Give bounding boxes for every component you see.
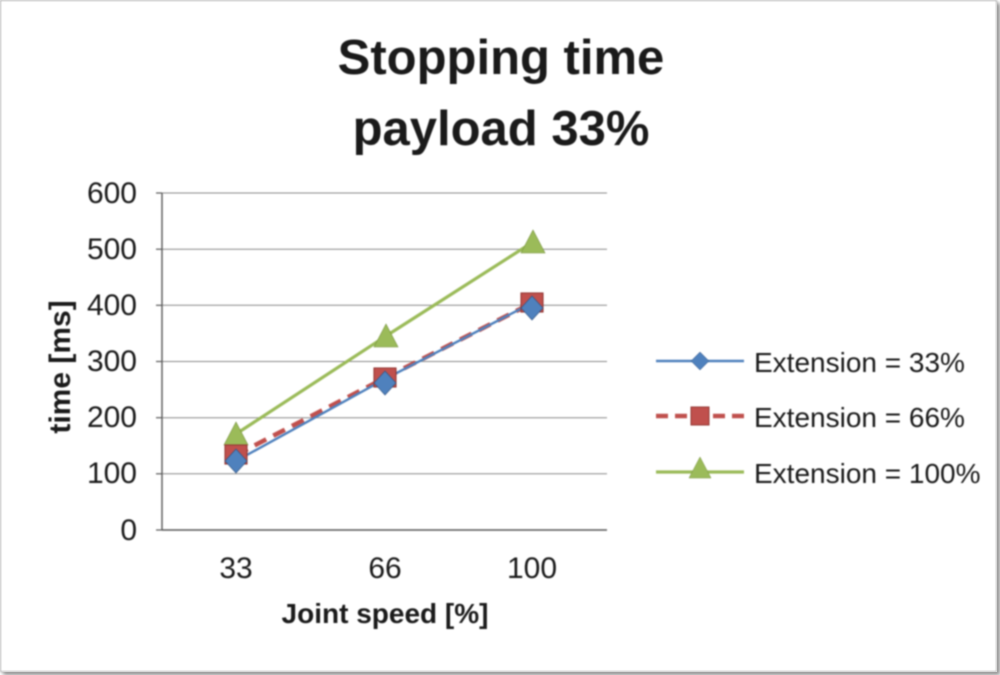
svg-text:200: 200: [87, 401, 137, 434]
svg-text:time [ms]: time [ms]: [44, 300, 77, 433]
svg-text:Joint speed [%]: Joint speed [%]: [282, 598, 489, 629]
svg-text:300: 300: [87, 345, 137, 378]
svg-text:100: 100: [87, 457, 137, 490]
svg-text:Extension = 100%: Extension = 100%: [754, 458, 981, 489]
svg-text:Extension = 66%: Extension = 66%: [754, 402, 965, 433]
svg-text:400: 400: [87, 289, 137, 322]
svg-text:66: 66: [368, 552, 401, 585]
svg-text:0: 0: [120, 514, 137, 547]
svg-text:100: 100: [507, 552, 557, 585]
svg-text:Extension = 33%: Extension = 33%: [754, 347, 965, 378]
svg-text:500: 500: [87, 233, 137, 266]
svg-text:33: 33: [219, 552, 252, 585]
svg-text:600: 600: [87, 177, 137, 210]
